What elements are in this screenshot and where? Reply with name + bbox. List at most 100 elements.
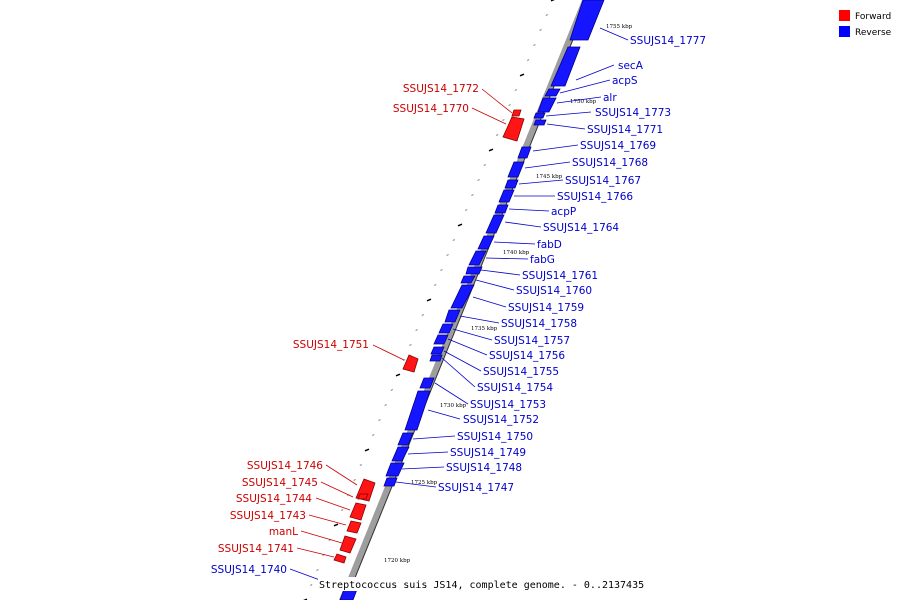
gene-block-ssujs14-1747[interactable] — [383, 477, 398, 487]
gene-label-ssujs14-1744[interactable]: SSUJS14_1744 — [236, 493, 312, 505]
scale-tick — [527, 59, 530, 61]
gene-label-ssujs14-1764[interactable]: SSUJS14_1764 — [543, 222, 619, 234]
gene-label-seca[interactable]: secA — [618, 60, 644, 72]
gene-label-ssujs14-1773[interactable]: SSUJS14_1773 — [595, 107, 671, 119]
gene-block-ssujs14-1755[interactable] — [430, 346, 445, 355]
gene-label-ssujs14-1752[interactable]: SSUJS14_1752 — [463, 414, 539, 426]
gene-block-ssujs14-1771[interactable] — [533, 119, 547, 126]
gene-label-ssujs14-1754[interactable]: SSUJS14_1754 — [477, 382, 553, 394]
gene-label-ssujs14-1748[interactable]: SSUJS14_1748 — [446, 462, 522, 474]
gene-label-acps[interactable]: acpS — [612, 75, 638, 87]
gene-label-ssujs14-1767[interactable]: SSUJS14_1767 — [565, 175, 641, 187]
gene-label-ssujs14-1745[interactable]: SSUJS14_1745 — [242, 477, 318, 489]
reverse-gene-labels: SSUJS14_1777 secA acpS alr SSUJS14_1773 … — [211, 35, 706, 576]
gene-label-ssujs14-1777[interactable]: SSUJS14_1777 — [630, 35, 706, 47]
gene-block-ssujs14-1748[interactable] — [385, 462, 405, 477]
scale-tick — [440, 269, 443, 271]
gene-block-acps[interactable] — [544, 88, 561, 97]
gene-block-alr[interactable] — [537, 97, 557, 113]
scale-tick — [316, 569, 319, 571]
gene-label-ssujs14-1753[interactable]: SSUJS14_1753 — [470, 399, 546, 411]
scale-tick — [384, 404, 387, 406]
gene-block-ssujs14-1759[interactable] — [450, 284, 475, 309]
scale-tick — [353, 479, 356, 481]
legend-reverse-swatch — [839, 26, 850, 37]
gene-block-ssujs14-1756[interactable] — [433, 334, 449, 345]
gene-label-ssujs14-1740[interactable]: SSUJS14_1740 — [211, 564, 287, 576]
gene-label-ssujs14-1759[interactable]: SSUJS14_1759 — [508, 302, 584, 314]
gene-label-alr[interactable]: alr — [603, 92, 617, 104]
gene-block-ssujs14-1745[interactable] — [357, 493, 369, 500]
reverse-leader-lines — [289, 27, 629, 591]
scale-tick — [446, 254, 449, 256]
caption-background — [318, 577, 586, 591]
gene-block-ssujs14-1741[interactable] — [333, 553, 347, 564]
gene-label-ssujs14-1755[interactable]: SSUJS14_1755 — [483, 366, 559, 378]
gene-block-ssujs14-1751[interactable] — [402, 354, 419, 373]
gene-label-ssujs14-1756[interactable]: SSUJS14_1756 — [489, 350, 565, 362]
scale-tick — [364, 448, 370, 452]
gene-label-ssujs14-1771[interactable]: SSUJS14_1771 — [587, 124, 663, 136]
gene-block-ssujs14-1764[interactable] — [485, 214, 505, 234]
forward-strand-genes — [333, 109, 525, 564]
scale-tick — [415, 329, 418, 331]
gene-block-fabg[interactable] — [468, 250, 487, 266]
gene-block-ssujs14-1753[interactable] — [419, 377, 435, 389]
gene-label-ssujs14-1770[interactable]: SSUJS14_1770 — [393, 103, 469, 115]
gene-label-ssujs14-1760[interactable]: SSUJS14_1760 — [516, 285, 592, 297]
gene-block-ssujs14-1766[interactable] — [498, 189, 515, 203]
gene-block-ssujs14-1749[interactable] — [391, 446, 410, 462]
scale-tick — [341, 509, 344, 511]
gene-label-ssujs14-1746[interactable]: SSUJS14_1746 — [247, 460, 323, 472]
gene-block-ssujs14-1744[interactable] — [349, 502, 367, 521]
gene-label-ssujs14-1749[interactable]: SSUJS14_1749 — [450, 447, 526, 459]
gene-label-ssujs14-1751[interactable]: SSUJS14_1751 — [293, 339, 369, 351]
gene-block-ssujs14-1757[interactable] — [438, 323, 454, 334]
gene-label-ssujs14-1769[interactable]: SSUJS14_1769 — [580, 140, 656, 152]
gene-block-manl[interactable] — [339, 535, 357, 554]
gene-block-ssujs14-1770[interactable] — [502, 116, 525, 142]
gene-label-ssujs14-1772[interactable]: SSUJS14_1772 — [403, 83, 479, 95]
gene-label-acpp[interactable]: acpP — [551, 206, 576, 218]
reverse-strand-genes — [339, 0, 605, 600]
gene-block-ssujs14-1750[interactable] — [397, 432, 414, 446]
gene-label-ssujs14-1766[interactable]: SSUJS14_1766 — [557, 191, 633, 203]
scale-tick — [452, 239, 455, 241]
gene-block-ssujs14-1752[interactable] — [404, 390, 431, 431]
gene-block-ssujs14-1768[interactable] — [507, 161, 525, 178]
gene-label-ssujs14-1743[interactable]: SSUJS14_1743 — [230, 510, 306, 522]
scale-tick — [471, 194, 474, 196]
gene-block-ssujs14-1767[interactable] — [504, 179, 519, 189]
scale-tick — [421, 314, 424, 316]
gene-label-ssujs14-1761[interactable]: SSUJS14_1761 — [522, 270, 598, 282]
legend-forward-swatch — [839, 10, 850, 21]
scale-tick — [550, 0, 555, 2]
gene-block-ssujs14-1772[interactable] — [511, 109, 522, 117]
gene-label-ssujs14-1747[interactable]: SSUJS14_1747 — [438, 482, 514, 494]
gene-block-ssujs14-1777[interactable] — [569, 0, 605, 41]
gene-label-ssujs14-1741[interactable]: SSUJS14_1741 — [218, 543, 294, 555]
gene-label-fabd[interactable]: fabD — [537, 239, 562, 251]
legend: Forward Reverse — [839, 10, 892, 38]
gene-label-ssujs14-1768[interactable]: SSUJS14_1768 — [572, 157, 648, 169]
gene-block-ssujs14-1754[interactable] — [429, 354, 443, 362]
gene-label-fabg[interactable]: fabG — [530, 254, 555, 266]
gene-block-fabd[interactable] — [477, 235, 495, 250]
gene-block-seca[interactable] — [550, 46, 581, 87]
scale-tick — [395, 373, 401, 377]
gene-block-ssujs14-1761[interactable] — [465, 266, 483, 275]
tick-label-1755: 1755 kbp — [606, 24, 633, 30]
gene-block-ssujs14-1743[interactable] — [346, 520, 362, 534]
gene-label-ssujs14-1750[interactable]: SSUJS14_1750 — [457, 431, 533, 443]
gene-block-ssujs14-1769[interactable] — [517, 146, 532, 159]
gene-block-acpp[interactable] — [494, 204, 509, 214]
tick-label-1740: 1740 kbp — [503, 250, 530, 256]
genome-caption: Streptococcus suis JS14, complete genome… — [319, 580, 644, 591]
gene-label-ssujs14-1757[interactable]: SSUJS14_1757 — [494, 335, 570, 347]
gene-block-ssujs14-1760[interactable] — [460, 275, 476, 284]
kbp-tick-labels: 1755 kbp 1750 kbp 1745 kbp 1740 kbp 1735… — [384, 24, 633, 564]
gene-label-manl[interactable]: manL — [269, 526, 298, 538]
gene-label-ssujs14-1758[interactable]: SSUJS14_1758 — [501, 318, 577, 330]
gene-block-ssujs14-1758[interactable] — [444, 309, 461, 323]
gene-block-ssujs14-1773[interactable] — [533, 112, 546, 119]
